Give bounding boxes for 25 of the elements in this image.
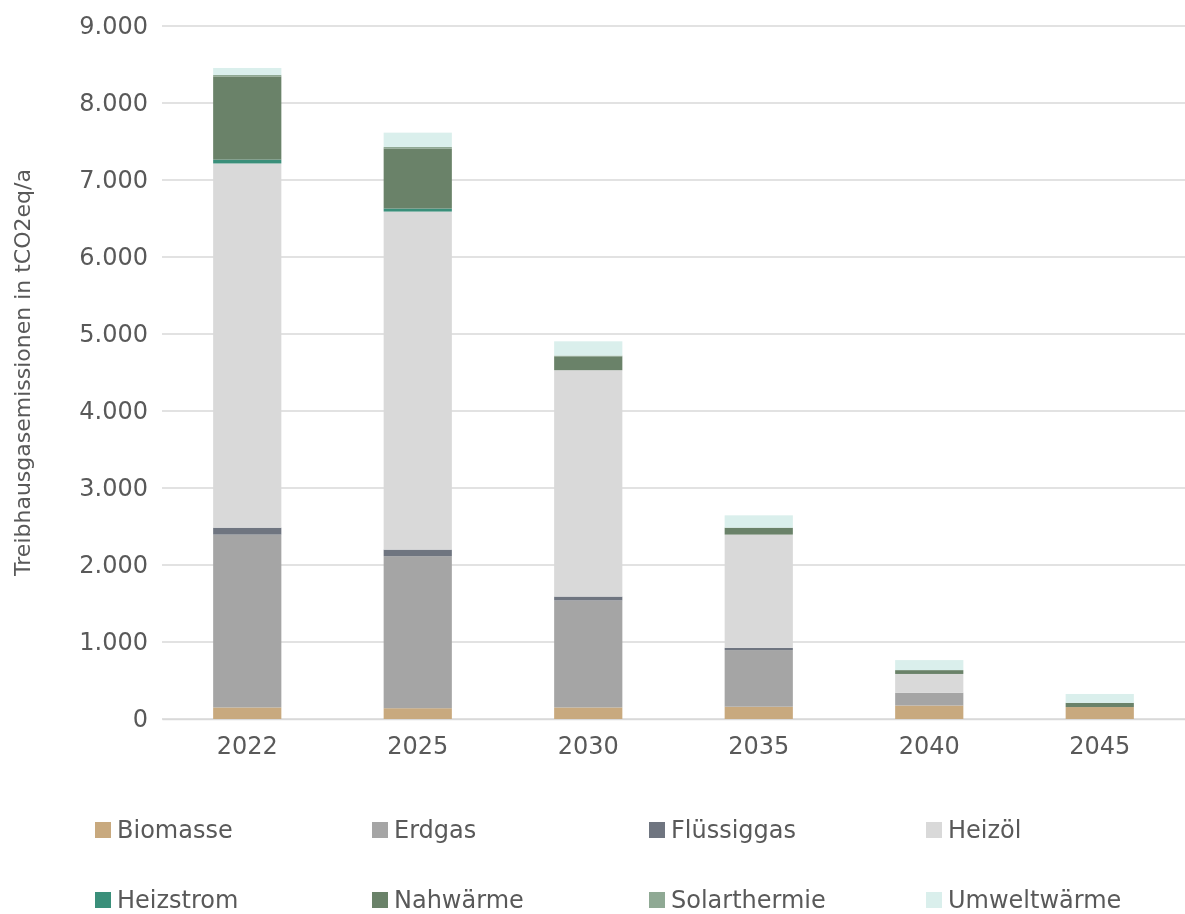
y-tick-label: 7.000 xyxy=(79,166,148,195)
x-tick-label: 2035 xyxy=(728,732,790,761)
x-tick-label: 2022 xyxy=(216,732,278,761)
legend-label: Heizstrom xyxy=(117,886,239,914)
x-tick-label: 2040 xyxy=(898,732,960,761)
x-tick-label: 2030 xyxy=(557,732,619,761)
y-tick-label: 3.000 xyxy=(79,474,148,503)
y-axis-title: Treibhausgasemissionen in tCO2eq/a xyxy=(10,169,35,577)
legend-label: Flüssiggas xyxy=(671,816,797,845)
y-tick-label: 9.000 xyxy=(79,12,148,41)
x-tick-label: 2045 xyxy=(1069,732,1131,761)
y-tick-label: 5.000 xyxy=(79,320,148,349)
legend-label: Heizöl xyxy=(948,816,1022,845)
y-tick-label: 2.000 xyxy=(79,551,148,580)
legend-label: Solarthermie xyxy=(671,886,826,914)
y-tick-label: 6.000 xyxy=(79,243,148,272)
x-tick-label: 2025 xyxy=(387,732,449,761)
legend-label: Biomasse xyxy=(117,816,233,845)
legend-label: Nahwärme xyxy=(394,886,524,914)
legend-label: Erdgas xyxy=(394,816,477,845)
y-tick-label: 0 xyxy=(132,705,148,734)
legend-label: Umweltwärme xyxy=(948,886,1122,914)
y-tick-label: 8.000 xyxy=(79,89,148,118)
y-tick-label: 1.000 xyxy=(79,628,148,657)
y-tick-label: 4.000 xyxy=(79,397,148,426)
